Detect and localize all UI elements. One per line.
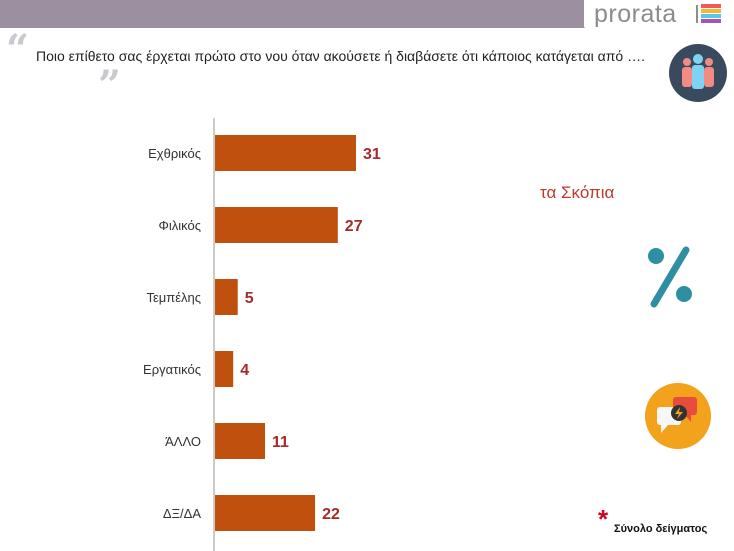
bar (215, 351, 234, 387)
data-label: 31 (363, 146, 381, 163)
data-label: 27 (345, 218, 363, 235)
data-label: 5 (245, 290, 254, 307)
percent-icon (646, 246, 694, 313)
data-label: 22 (322, 506, 340, 523)
data-label: 11 (272, 434, 289, 451)
bar (215, 135, 356, 171)
people-icon (669, 44, 727, 102)
category-label: ΔΞ/ΔΑ (163, 506, 201, 521)
top-bar: prorata (0, 0, 734, 28)
close-quote-icon: ” (98, 62, 122, 109)
footnote-text: Σύνολο δείγματος (614, 523, 708, 535)
bar (215, 279, 238, 315)
chart-subtitle: τα Σκόπια (540, 183, 615, 202)
category-label: Εργατικός (143, 362, 201, 377)
brand-name: prorata (594, 0, 677, 28)
bar (215, 207, 338, 243)
bar (215, 495, 316, 531)
footnote-asterisk: * (598, 504, 609, 534)
chat-bubbles-icon (645, 383, 711, 449)
brand-mark-icon (701, 4, 721, 24)
question-text: Ποιο επίθετο σας έρχεται πρώτο στο νου ό… (36, 48, 645, 64)
open-quote-icon: “ (6, 26, 30, 73)
brand-separator (696, 5, 698, 23)
category-label: Εχθρικός (148, 146, 201, 161)
bar (215, 423, 266, 459)
data-label: 4 (240, 362, 249, 379)
category-label: Τεμπέλης (146, 290, 201, 305)
category-label: ΆΛΛΟ (165, 434, 201, 449)
category-label: Φιλικός (159, 218, 202, 233)
brand-logo: prorata (584, 0, 734, 28)
